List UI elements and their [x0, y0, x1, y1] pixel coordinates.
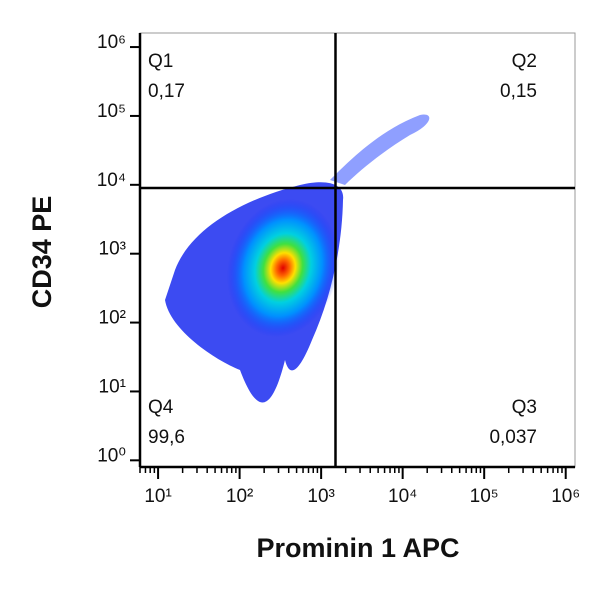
x-tick-label: 10⁶ — [551, 486, 580, 507]
x-tick-label: 10¹ — [144, 486, 171, 507]
quadrant-percent: 0,15 — [500, 81, 537, 102]
y-tick-label: 10⁵ — [97, 101, 126, 122]
quadrant-name: Q1 — [148, 51, 173, 72]
x-tick-label: 10⁵ — [470, 486, 499, 507]
quadrant-percent: 0,17 — [148, 81, 185, 102]
quadrant-percent: 0,037 — [489, 427, 537, 448]
y-tick-label: 10³ — [99, 239, 126, 260]
y-axis-label: CD34 PE — [27, 196, 57, 309]
y-tick-label: 10¹ — [99, 376, 126, 397]
x-tick-label: 10⁴ — [388, 486, 417, 507]
x-tick-label: 10³ — [307, 486, 334, 507]
x-axis-label: Prominin 1 APC — [256, 533, 459, 563]
y-tick-label: 10⁴ — [97, 170, 126, 191]
x-tick-label: 10² — [226, 486, 253, 507]
y-tick-label: 10⁰ — [97, 445, 126, 466]
quadrant-name: Q4 — [148, 397, 174, 418]
y-tick-label: 10² — [99, 308, 126, 329]
quadrant-name: Q3 — [512, 397, 537, 418]
quadrant-percent: 99,6 — [148, 427, 185, 448]
density-cloud — [165, 114, 430, 403]
y-tick-label: 10⁶ — [97, 32, 126, 53]
quadrant-name: Q2 — [512, 51, 537, 72]
